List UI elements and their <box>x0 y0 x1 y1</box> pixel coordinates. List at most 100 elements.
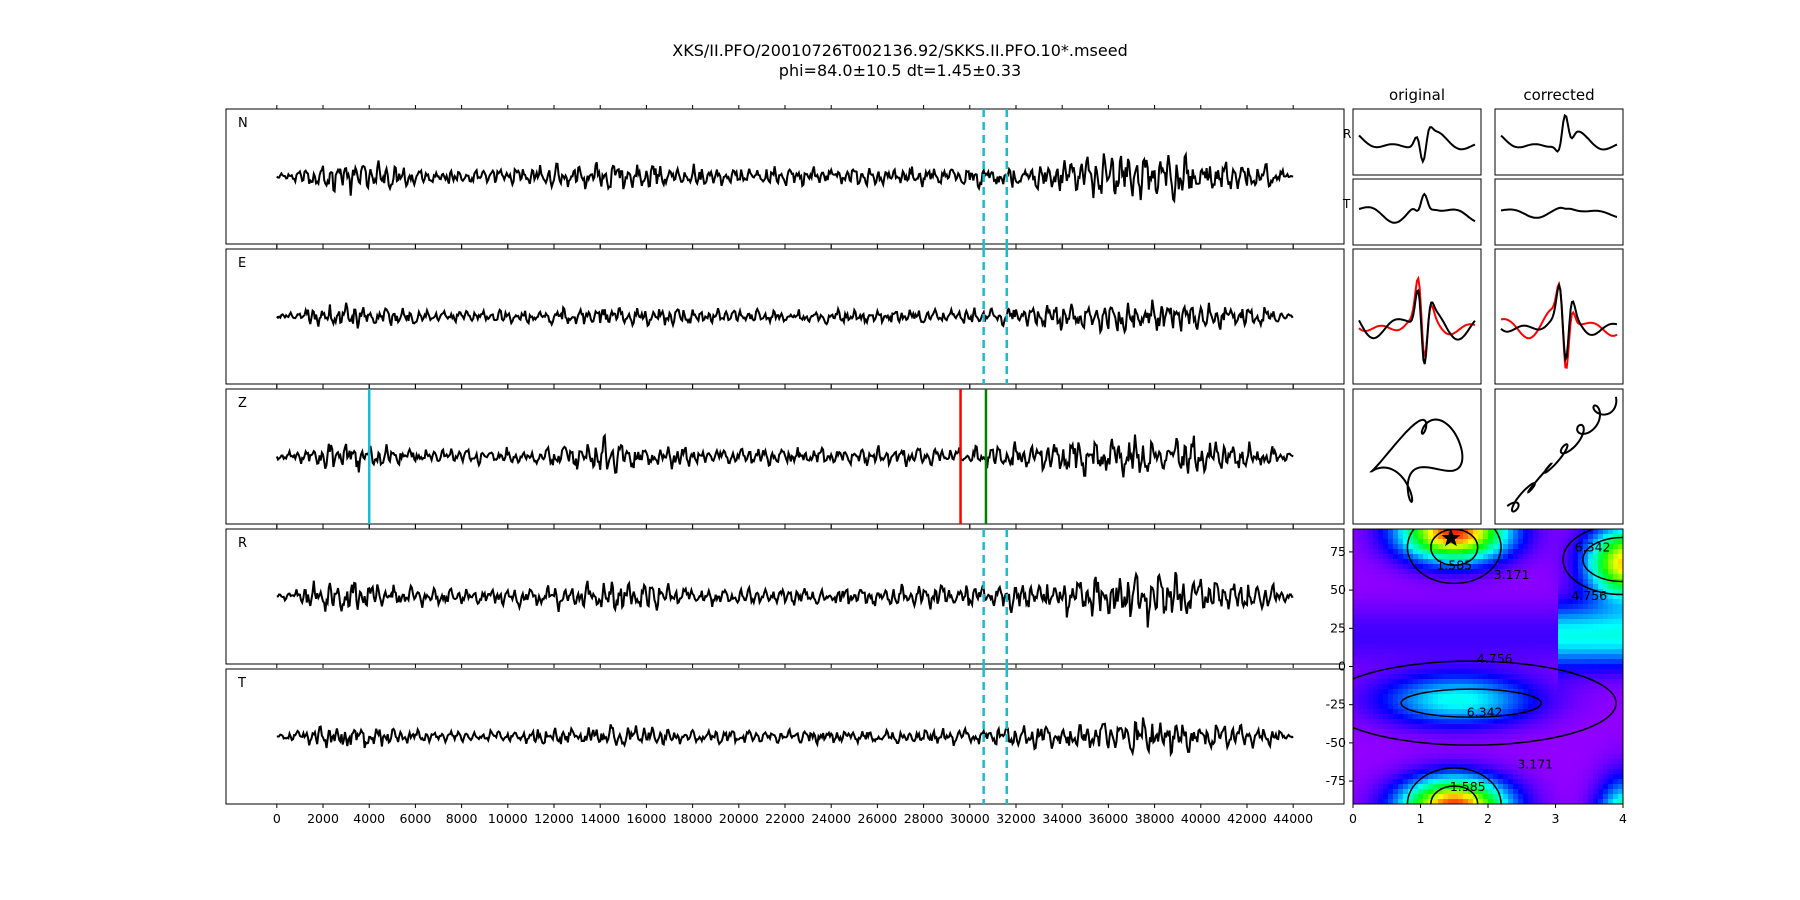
surface-cell <box>1428 659 1434 665</box>
surface-cell <box>1453 689 1459 695</box>
surface-cell <box>1513 599 1519 605</box>
surface-cell <box>1373 529 1379 535</box>
surface-cell <box>1598 784 1604 790</box>
surface-cell <box>1553 654 1559 660</box>
surface-cell <box>1548 769 1554 775</box>
trace-panel-z: Z <box>225 385 1345 528</box>
surface-cell <box>1523 784 1529 790</box>
surface-cell <box>1543 629 1549 635</box>
surface-cell <box>1393 599 1399 605</box>
surface-cell <box>1543 614 1549 620</box>
particle-motion-curve <box>1506 396 1618 513</box>
surface-cell <box>1408 574 1414 580</box>
surface-cell <box>1463 554 1469 560</box>
surface-cell <box>1528 599 1534 605</box>
surface-cell <box>1613 674 1619 680</box>
surface-cell <box>1378 579 1384 585</box>
surface-cell <box>1603 539 1609 545</box>
surface-cell <box>1583 779 1589 785</box>
surface-cell <box>1543 744 1549 750</box>
surface-cell <box>1363 789 1369 795</box>
surface-cell <box>1448 719 1454 725</box>
surface-cell <box>1383 574 1389 580</box>
surface-cell <box>1523 679 1529 685</box>
surface-cell <box>1373 784 1379 790</box>
surface-cell <box>1358 784 1364 790</box>
surface-cell <box>1378 594 1384 600</box>
surface-cell <box>1428 644 1434 650</box>
surface-cell <box>1533 634 1539 640</box>
surface-cell <box>1613 774 1619 780</box>
surface-cell <box>1548 629 1554 635</box>
surface-cell <box>1378 599 1384 605</box>
surface-cell <box>1478 639 1484 645</box>
surface-cell <box>1573 639 1579 645</box>
surface-cell <box>1613 604 1619 610</box>
surface-cell <box>1608 699 1614 705</box>
surface-cell <box>1538 619 1544 625</box>
surface-cell <box>1448 684 1454 690</box>
surface-cell <box>1383 579 1389 585</box>
surface-cell <box>1368 709 1374 715</box>
surface-cell <box>1523 769 1529 775</box>
surface-cell <box>1588 644 1594 650</box>
surface-cell <box>1583 664 1589 670</box>
surface-cell <box>1413 609 1419 615</box>
surface-cell <box>1353 539 1359 545</box>
surface-cell <box>1468 544 1474 550</box>
surface-cell <box>1388 759 1394 765</box>
surface-cell <box>1413 784 1419 790</box>
surface-cell <box>1383 599 1389 605</box>
surface-cell <box>1483 789 1489 795</box>
surface-cell <box>1398 784 1404 790</box>
surface-cell <box>1583 574 1589 580</box>
surface-cell <box>1478 564 1484 570</box>
surface-cell <box>1473 744 1479 750</box>
surface-cell <box>1478 534 1484 540</box>
surface-cell <box>1443 604 1449 610</box>
surface-cell <box>1613 634 1619 640</box>
surface-cell <box>1588 534 1594 540</box>
surface-cell <box>1518 599 1524 605</box>
surface-cell <box>1613 644 1619 650</box>
surface-cell <box>1408 614 1414 620</box>
surface-cell <box>1598 564 1604 570</box>
surface-cell <box>1608 704 1614 710</box>
surface-cell <box>1483 664 1489 670</box>
surface-cell <box>1513 799 1519 804</box>
trace-xtick-label: 0 <box>273 811 281 826</box>
surface-cell <box>1488 544 1494 550</box>
trace-xtick-label: 38000 <box>1135 811 1175 826</box>
surface-cell <box>1418 719 1424 725</box>
surface-cell <box>1553 599 1559 605</box>
surface-cell <box>1388 549 1394 555</box>
surface-cell <box>1558 694 1564 700</box>
surface-cell <box>1378 529 1384 535</box>
surface-cell <box>1508 669 1514 675</box>
surface-cell <box>1593 774 1599 780</box>
surface-cell <box>1578 629 1584 635</box>
surface-cell <box>1393 699 1399 705</box>
surface-cell <box>1568 704 1574 710</box>
surface-cell <box>1353 729 1359 735</box>
surface-cell <box>1548 584 1554 590</box>
surface-cell <box>1398 679 1404 685</box>
surface-cell <box>1528 629 1534 635</box>
surface-cell <box>1503 534 1509 540</box>
overlay-waveform-red <box>1358 275 1476 357</box>
surface-cell <box>1518 799 1524 804</box>
surface-cell <box>1428 759 1434 765</box>
surface-cell <box>1428 729 1434 735</box>
surface-cell <box>1393 654 1399 660</box>
surface-cell <box>1443 709 1449 715</box>
surface-cell <box>1548 664 1554 670</box>
surface-cell <box>1423 684 1429 690</box>
surface-cell <box>1598 639 1604 645</box>
surface-cell <box>1363 604 1369 610</box>
surface-cell <box>1363 754 1369 760</box>
surface-cell <box>1488 629 1494 635</box>
surface-cell <box>1403 549 1409 555</box>
inset-original-overlay <box>1352 248 1482 385</box>
surface-cell <box>1398 614 1404 620</box>
